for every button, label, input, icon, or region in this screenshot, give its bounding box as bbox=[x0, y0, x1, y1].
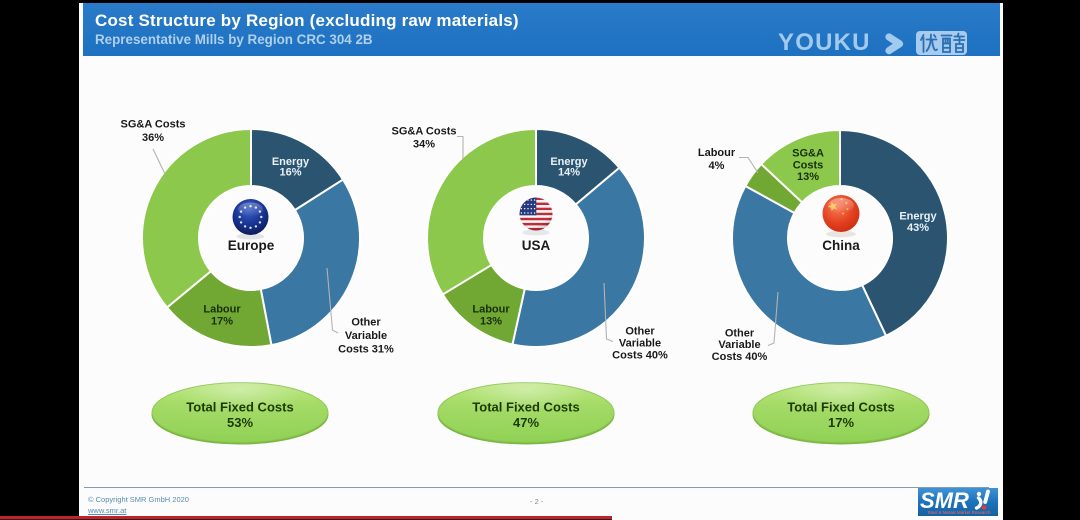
svg-text:Total Fixed Costs: Total Fixed Costs bbox=[787, 399, 894, 414]
svg-text:China: China bbox=[822, 238, 860, 253]
svg-text:17%: 17% bbox=[828, 415, 854, 430]
svg-text:Total Fixed Costs: Total Fixed Costs bbox=[186, 399, 293, 414]
svg-text:47%: 47% bbox=[513, 415, 539, 430]
svg-text:USA: USA bbox=[522, 238, 551, 253]
svg-text:Europe: Europe bbox=[228, 238, 275, 253]
svg-text:SMR: SMR bbox=[920, 488, 969, 513]
svg-text:53%: 53% bbox=[227, 415, 253, 430]
svg-text:Total Fixed Costs: Total Fixed Costs bbox=[472, 399, 579, 414]
svg-text:Steel & Metals Market Research: Steel & Metals Market Research bbox=[928, 510, 992, 515]
